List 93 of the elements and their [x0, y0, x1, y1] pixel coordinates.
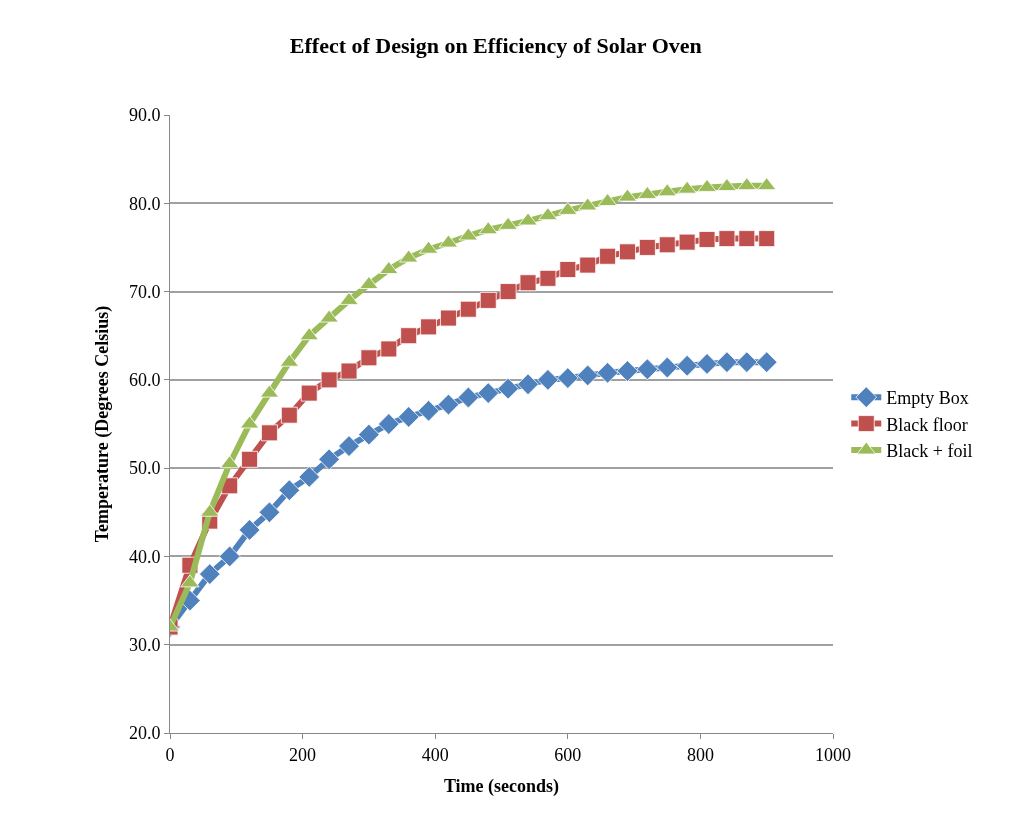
- point: [738, 230, 756, 247]
- point: [737, 177, 757, 191]
- point: [596, 361, 619, 384]
- y-tick-label: 20.0: [128, 723, 161, 744]
- y-tick-label: 90.0: [128, 105, 161, 126]
- point: [458, 227, 478, 241]
- point: [380, 340, 398, 358]
- legend-label: Empty Box: [886, 388, 969, 409]
- point: [519, 274, 537, 292]
- point: [538, 207, 558, 221]
- point: [457, 386, 480, 409]
- point: [616, 360, 639, 382]
- y-tick-label: 40.0: [128, 546, 161, 567]
- point: [518, 212, 538, 226]
- point: [459, 300, 477, 318]
- x-tick-label: 1000: [815, 744, 851, 765]
- y-tick-label: 50.0: [128, 458, 161, 479]
- point: [298, 466, 321, 488]
- point: [678, 233, 696, 251]
- point: [318, 448, 340, 471]
- y-tick-label: 60.0: [128, 370, 161, 391]
- point: [697, 178, 717, 192]
- y-tick-label: 30.0: [128, 635, 161, 656]
- point: [220, 455, 240, 469]
- point: [478, 221, 498, 235]
- point: [638, 239, 656, 256]
- point: [677, 180, 697, 194]
- point: [558, 201, 578, 215]
- x-tick-label: 600: [554, 744, 582, 765]
- legend-label: Black + foil: [886, 441, 973, 462]
- point: [578, 197, 598, 211]
- point: [656, 356, 679, 379]
- point: [340, 362, 358, 380]
- point: [755, 351, 778, 373]
- point: [300, 384, 318, 402]
- point: [497, 377, 519, 400]
- y-tick-label: 80.0: [128, 193, 161, 214]
- point: [377, 413, 400, 435]
- point: [299, 327, 319, 341]
- point: [619, 243, 636, 261]
- point: [319, 309, 339, 323]
- point: [757, 177, 777, 191]
- point: [261, 424, 278, 442]
- point: [736, 351, 758, 373]
- x-axis-title: Time (seconds): [443, 775, 560, 797]
- x-tick-label: 200: [289, 744, 317, 765]
- point: [218, 545, 241, 568]
- point: [559, 261, 577, 278]
- point: [539, 269, 557, 287]
- point: [498, 216, 518, 230]
- point: [198, 563, 221, 585]
- point: [499, 283, 517, 300]
- point: [657, 183, 677, 197]
- point: [758, 230, 776, 247]
- point: [437, 393, 460, 416]
- point: [397, 406, 420, 428]
- point: [718, 230, 736, 247]
- point: [517, 373, 539, 396]
- point: [676, 354, 698, 377]
- chart-title: Effect of Design on Efficiency of Solar Oven: [289, 32, 702, 58]
- x-tick-label: 800: [686, 744, 714, 765]
- point: [420, 318, 437, 336]
- point: [241, 450, 258, 468]
- legend-label: Black floor: [886, 414, 968, 435]
- point: [358, 423, 380, 446]
- point: [479, 292, 497, 309]
- point: [400, 327, 418, 345]
- x-tick-label: 0: [165, 744, 175, 765]
- point: [258, 501, 281, 524]
- point: [280, 406, 298, 424]
- point: [440, 309, 457, 327]
- point: [636, 358, 659, 381]
- point: [716, 351, 738, 373]
- y-tick-label: 70.0: [128, 281, 161, 302]
- point: [360, 349, 378, 367]
- point: [320, 371, 338, 389]
- point: [279, 353, 299, 367]
- point: [599, 247, 616, 265]
- point: [658, 236, 676, 254]
- point: [417, 399, 440, 422]
- point: [696, 353, 718, 375]
- point: [338, 435, 360, 457]
- point: [576, 364, 599, 387]
- x-tick-label: 400: [421, 744, 449, 765]
- y-axis-title: Temperature (Degrees Celsius): [92, 305, 114, 543]
- point: [278, 479, 301, 502]
- point: [698, 231, 716, 248]
- point: [557, 367, 579, 389]
- point: [537, 369, 559, 391]
- point: [238, 519, 261, 541]
- point: [579, 256, 597, 274]
- point: [477, 382, 500, 404]
- point: [399, 249, 419, 263]
